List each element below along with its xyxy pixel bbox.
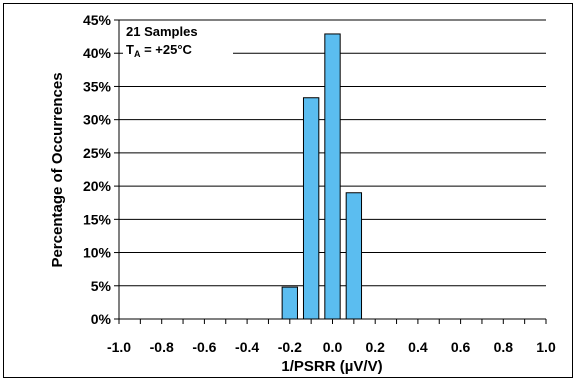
histogram-chart: 0% 5% 10% 15% 20% 25% 30% 35% 40% 45% -1.0 -0.8 -0.… — [49, 12, 556, 375]
bar — [324, 33, 341, 320]
y-tick-label: 0% — [91, 311, 112, 327]
annotation-temperature: TA = +25°C — [126, 42, 193, 59]
y-tick-label: 5% — [91, 278, 112, 294]
x-tick-label: 0.8 — [494, 339, 514, 355]
annotation-samples: 21 Samples — [126, 24, 198, 39]
axes — [114, 19, 547, 324]
x-tick-label: -1.0 — [107, 339, 131, 355]
bar — [281, 286, 298, 320]
y-tick-label: 40% — [83, 45, 112, 61]
x-tick-labels: -1.0 -0.8 -0.6 -0.4 -0.2 0.0 0.2 0.4 0.6 0.8 1.0 — [107, 339, 556, 355]
x-tick-label: 0.2 — [365, 339, 385, 355]
bar — [302, 97, 320, 320]
annotation-box — [123, 22, 233, 60]
x-axis-title: 1/PSRR (µV/V) — [281, 358, 382, 375]
y-axis-title: Percentage of Occurrences — [49, 72, 66, 267]
y-tick-label: 45% — [83, 12, 112, 28]
x-tick-label: 0.0 — [323, 339, 343, 355]
x-tick-label: 0.4 — [408, 339, 428, 355]
bar — [345, 192, 363, 320]
y-tick-label: 10% — [83, 245, 112, 261]
x-tick-label: 1.0 — [536, 339, 556, 355]
y-tick-label: 20% — [83, 178, 112, 194]
x-tick-label: 0.6 — [451, 339, 471, 355]
y-tick-label: 35% — [83, 78, 112, 94]
y-tick-labels: 0% 5% 10% 15% 20% 25% 30% 35% 40% 45% — [83, 12, 112, 327]
x-tick-label: -0.2 — [278, 339, 302, 355]
y-tick-label: 30% — [83, 112, 112, 128]
y-tick-label: 25% — [83, 145, 112, 161]
x-tick-label: -0.4 — [235, 339, 259, 355]
chart-frame: 0% 5% 10% 15% 20% 25% 30% 35% 40% 45% -1.0 -0.8 -0.… — [3, 3, 573, 378]
y-tick-label: 15% — [83, 211, 112, 227]
x-tick-label: -0.8 — [150, 339, 174, 355]
bars — [281, 33, 363, 320]
x-tick-label: -0.6 — [192, 339, 216, 355]
